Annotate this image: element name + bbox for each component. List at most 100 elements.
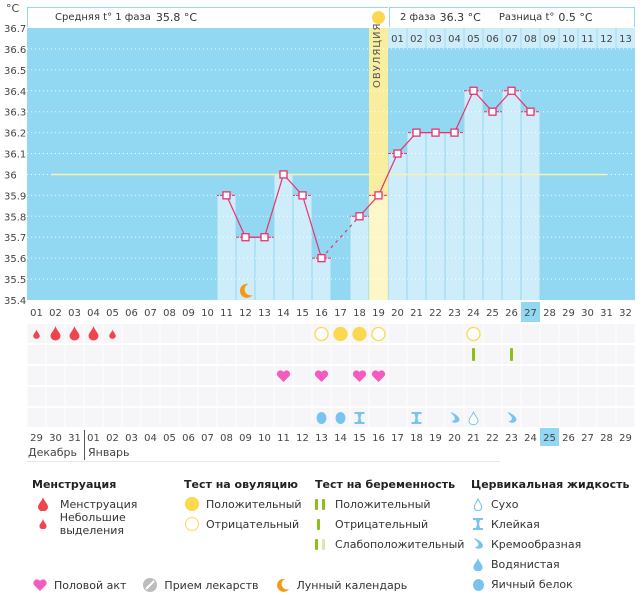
post-ovulation-day-label: 12 [600, 34, 613, 45]
temperature-point [317, 254, 326, 263]
marker-cell [103, 366, 122, 385]
marker-cell [578, 408, 597, 427]
heart-icon [276, 370, 291, 382]
spotting-drop-icon [109, 329, 116, 339]
marker-cell [179, 387, 198, 406]
cycle-day-label: 28 [543, 308, 556, 319]
legend-other: Половой акт Прием лекарств Лунный календ… [32, 578, 407, 592]
legend-cervical: Цервикальная жидкость Сухо Клейкая Кремо… [471, 478, 641, 594]
marker-cell [464, 387, 483, 406]
calendar-date: 19 [429, 433, 442, 444]
temperature-point [488, 107, 497, 116]
marker-cell [255, 387, 274, 406]
marker-cell [312, 387, 331, 406]
legend-item-dry: Сухо [471, 494, 641, 514]
marker-cell [46, 345, 65, 364]
marker-cell [217, 408, 236, 427]
marker-cell [616, 366, 635, 385]
marker-cell [502, 408, 521, 427]
temperature-bar [255, 237, 274, 300]
small-blood-drop-icon [32, 519, 54, 529]
post-ovulation-day-label: 10 [562, 34, 575, 45]
marker-cell [597, 366, 616, 385]
marker-cell [540, 345, 559, 364]
today-highlight [540, 428, 559, 446]
moon-icon [275, 578, 291, 592]
legend-item-moon: Лунный календарь [296, 578, 408, 592]
marker-cell [559, 408, 578, 427]
temperature-bar [521, 111, 540, 300]
marker-cell [160, 366, 179, 385]
legend-title-menstruation: Менструация [32, 478, 117, 491]
cycle-day-label: 14 [277, 308, 290, 319]
marker-cell [236, 366, 255, 385]
dry-drop-icon [471, 497, 485, 511]
cycle-day-label: 13 [258, 308, 271, 319]
marker-cell [160, 387, 179, 406]
marker-cell [331, 387, 350, 406]
marker-cell [578, 324, 597, 343]
y-tick-label: 36 [4, 170, 17, 181]
marker-cell [198, 387, 217, 406]
marker-cell [65, 387, 84, 406]
marker-cell [597, 387, 616, 406]
pregnancy-test-negative-icon [510, 348, 513, 361]
cycle-day-label: 32 [619, 308, 632, 319]
marker-cell [597, 408, 616, 427]
calendar-date: 18 [410, 433, 423, 444]
legend-item-sex: Половой акт [54, 578, 127, 592]
marker-cell [46, 408, 65, 427]
marker-cell [141, 387, 160, 406]
marker-cell [122, 345, 141, 364]
marker-cell [27, 408, 46, 427]
post-ovulation-day-label: 09 [543, 34, 556, 45]
marker-cell [331, 345, 350, 364]
filled-circle-icon [184, 497, 200, 511]
cycle-day-label: 02 [49, 308, 62, 319]
cycle-day-label: 08 [163, 308, 176, 319]
egg-white-icon [316, 412, 327, 424]
month-label-prev: Декабрь [28, 446, 77, 459]
calendar-date: 30 [49, 433, 62, 444]
temperature-bar [293, 195, 312, 300]
temperature-point [355, 212, 364, 221]
marker-cell [597, 345, 616, 364]
moon-icon [239, 283, 253, 298]
marker-cell [198, 345, 217, 364]
faint-double-bar-icon [315, 538, 329, 550]
phase2-summary: 2 фаза 36.3 °C Разница t° 0.5 °C [389, 7, 635, 27]
marker-cell [559, 387, 578, 406]
post-ovulation-day-label: 08 [524, 34, 537, 45]
blood-drop-icon [32, 497, 54, 511]
marker-cell [122, 387, 141, 406]
legend-item-egg-white: Яичный белок [471, 574, 641, 594]
marker-cell [597, 324, 616, 343]
cycle-day-label: 18 [353, 308, 366, 319]
temperature-line-segment [263, 174, 285, 238]
marker-cell [65, 366, 84, 385]
marker-cell [502, 324, 521, 343]
calendar-date: 06 [182, 433, 195, 444]
calendar-date-weekend: 16 [372, 433, 385, 444]
marker-cell [483, 387, 502, 406]
marker-cell [464, 366, 483, 385]
marker-cell [445, 366, 464, 385]
phase2-value: 36.3 °C [439, 11, 481, 24]
menstruation-drop-icon [88, 326, 99, 341]
legend-ovulation-test: Тест на овуляцию Положительный Отрицател… [184, 478, 314, 534]
calendar-date: 27 [581, 433, 594, 444]
marker-cell [198, 408, 217, 427]
creamy-icon [507, 412, 517, 423]
marker-cell [27, 366, 46, 385]
spotting-drop-icon [33, 329, 40, 339]
phase2-label: 2 фаза [400, 12, 436, 23]
single-bar-icon [315, 518, 329, 530]
ovulation-test-negative-icon [371, 326, 386, 342]
legend-title-cervical: Цервикальная жидкость [471, 478, 630, 491]
temperature-bar [445, 132, 464, 300]
temperature-bar [407, 132, 426, 300]
cycle-day-label: 05 [106, 308, 119, 319]
temperature-line-segment [225, 195, 247, 238]
marker-cell [198, 324, 217, 343]
marker-cell [293, 387, 312, 406]
